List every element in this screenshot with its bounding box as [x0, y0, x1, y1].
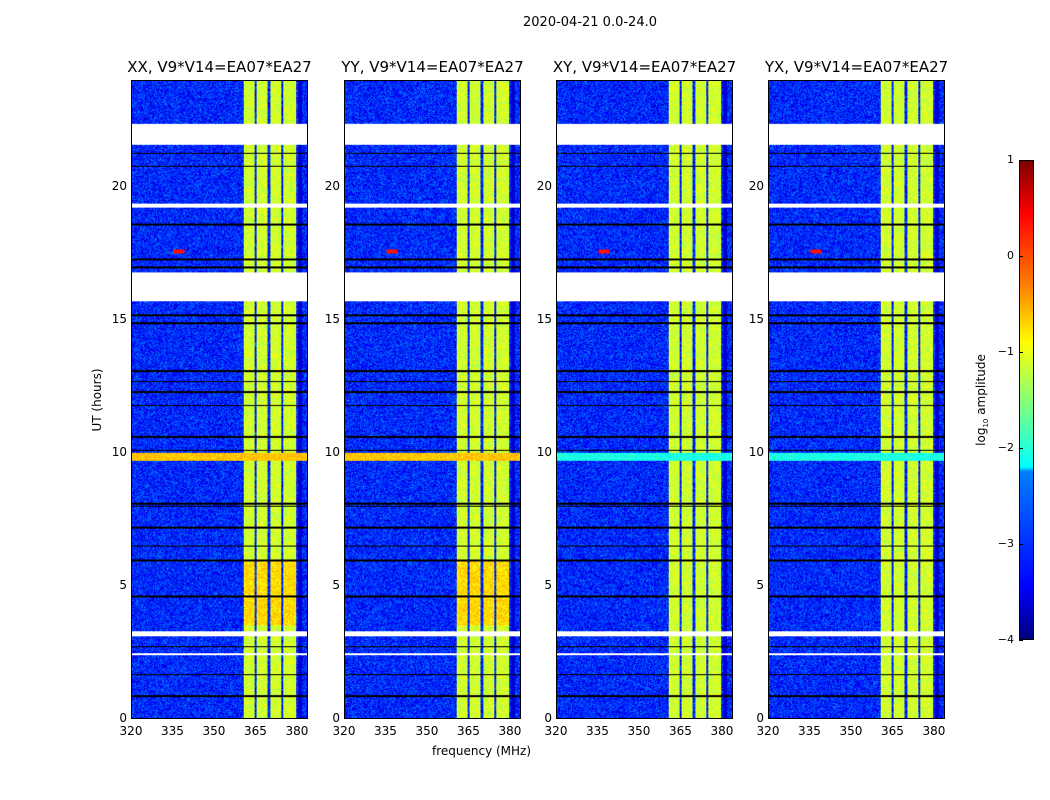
y-tick-label: 10 — [536, 444, 552, 459]
panel-title: XX, V9*V14=EA07*EA27 — [127, 58, 312, 76]
colorbar-label: log10 amplitude — [973, 354, 991, 446]
y-tick-label: 20 — [748, 178, 764, 193]
y-tick-label: 15 — [536, 311, 552, 326]
x-tick-label: 380 — [498, 724, 522, 738]
y-tick-label: 0 — [544, 711, 552, 725]
y-tick-label: 0 — [756, 711, 764, 725]
y-tick-label: 15 — [324, 311, 340, 326]
y-tick-label: 20 — [536, 178, 552, 193]
y-tick-label: 5 — [332, 577, 340, 592]
y-tick-label: 10 — [324, 444, 340, 459]
x-tick-label: 365 — [457, 724, 480, 738]
x-tick-label: 380 — [922, 724, 946, 738]
heatmap-cells — [557, 81, 732, 718]
colorbar-tick-label: 1 — [1007, 153, 1014, 166]
colorbar-tick-label: −1 — [997, 345, 1014, 358]
y-tick-label: 15 — [111, 311, 127, 326]
panel-title: YY, V9*V14=EA07*EA27 — [341, 58, 524, 76]
panel-title: XY, V9*V14=EA07*EA27 — [552, 58, 737, 76]
y-tick-label: 0 — [119, 711, 127, 725]
x-tick-label: 320 — [544, 724, 568, 738]
panel-title: YX, V9*V14=EA07*EA27 — [764, 58, 949, 76]
x-tick-label: 380 — [710, 724, 734, 738]
x-tick-label: 380 — [285, 724, 309, 738]
colorbar-tick-label: 0 — [1007, 249, 1014, 262]
x-tick-label: 350 — [627, 724, 651, 738]
y-tick-label: 5 — [756, 577, 764, 592]
x-tick-label: 320 — [756, 724, 780, 738]
colorbar-tick — [1019, 160, 1023, 161]
colorbar-tick — [1019, 256, 1023, 257]
x-tick-label: 335 — [161, 724, 184, 738]
spectrogram-panel — [131, 80, 308, 719]
spectrogram-panel — [768, 80, 945, 719]
colorbar-tick-label: −2 — [997, 441, 1014, 454]
y-tick-label: 20 — [324, 178, 340, 193]
y-tick-label: 15 — [748, 311, 764, 326]
y-tick-label: 5 — [119, 577, 127, 592]
y-axis-label: UT (hours) — [90, 368, 104, 432]
colorbar-tick — [1019, 448, 1023, 449]
spectrogram-panel — [344, 80, 521, 719]
y-tick-label: 5 — [544, 577, 552, 592]
figure-title: 2020-04-21 0.0-24.0 — [523, 15, 657, 30]
x-tick-label: 335 — [586, 724, 609, 738]
x-tick-label: 350 — [202, 724, 226, 738]
x-axis-label: frequency (MHz) — [432, 744, 532, 758]
colorbar — [1019, 160, 1034, 640]
x-tick-label: 320 — [332, 724, 356, 738]
x-tick-label: 365 — [669, 724, 692, 738]
colorbar-tick — [1019, 352, 1023, 353]
heatmap-cells — [132, 81, 307, 718]
colorbar-tick — [1019, 544, 1023, 545]
y-tick-label: 20 — [111, 178, 127, 193]
x-tick-label: 335 — [798, 724, 821, 738]
spectrogram-panel — [556, 80, 733, 719]
x-tick-label: 365 — [244, 724, 267, 738]
x-tick-label: 350 — [839, 724, 863, 738]
y-tick-label: 10 — [748, 444, 764, 459]
colorbar-tick — [1019, 640, 1023, 641]
x-tick-label: 365 — [881, 724, 904, 738]
y-tick-label: 10 — [111, 444, 127, 459]
y-tick-label: 0 — [332, 711, 340, 725]
colorbar-tick-label: −4 — [997, 633, 1014, 646]
x-tick-label: 335 — [374, 724, 397, 738]
colorbar-tick-label: −3 — [997, 537, 1014, 550]
heatmap-cells — [769, 81, 944, 718]
x-tick-label: 320 — [119, 724, 143, 738]
x-tick-label: 350 — [415, 724, 439, 738]
heatmap-cells — [345, 81, 520, 718]
